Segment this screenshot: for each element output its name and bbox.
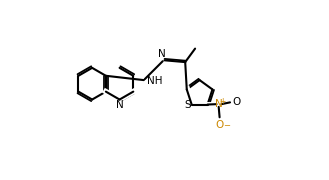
Text: N: N	[158, 49, 166, 59]
Text: N: N	[116, 100, 123, 110]
Text: O: O	[215, 120, 224, 130]
Text: S: S	[184, 100, 191, 109]
Text: −: −	[223, 121, 231, 130]
Text: O: O	[232, 97, 240, 107]
Text: +: +	[219, 97, 226, 106]
Text: NH: NH	[147, 76, 163, 86]
Text: N: N	[215, 99, 223, 109]
